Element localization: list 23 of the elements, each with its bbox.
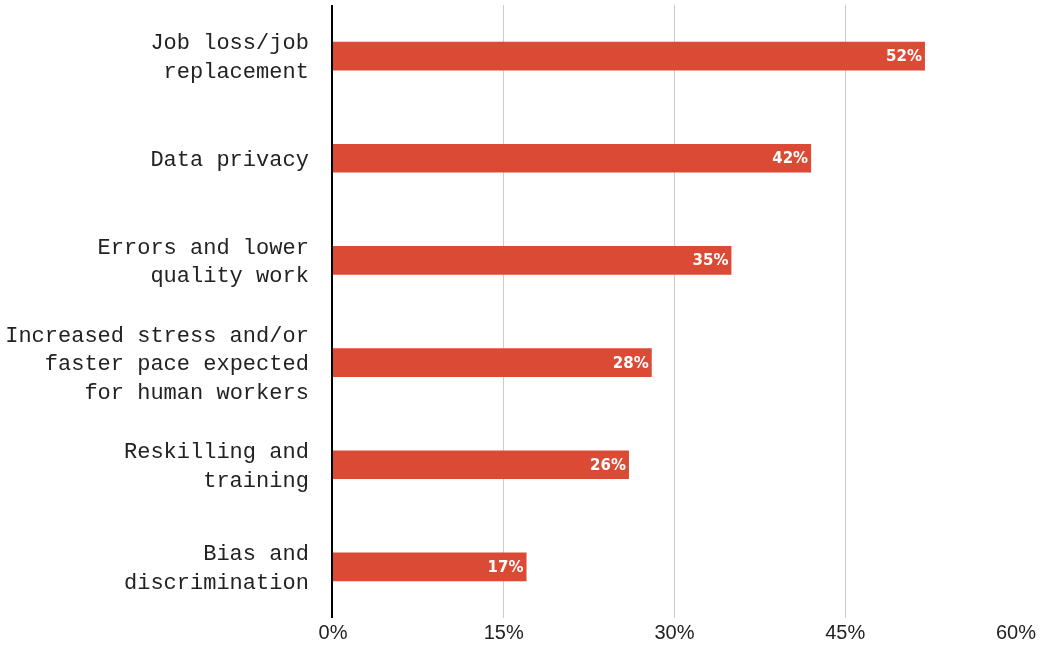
data-label: 17% — [487, 557, 524, 576]
y-tick-label: Bias and discrimination — [124, 542, 309, 596]
bar — [333, 246, 732, 275]
y-tick-label: Errors and lower quality work — [97, 235, 309, 290]
data-label: 42% — [772, 149, 809, 168]
bar — [333, 552, 527, 582]
x-tick-label: 45% — [825, 621, 866, 643]
y-tick-label: Data privacy — [150, 147, 309, 173]
y-tick-label: Increased stress and/or faster pace expected for human workers — [5, 323, 309, 406]
x-tick-label: 30% — [654, 621, 695, 643]
bar — [333, 41, 925, 71]
y-tick-label: Reskilling and training — [124, 440, 309, 494]
x-tick-label: 15% — [483, 621, 524, 643]
data-label: 26% — [590, 455, 626, 474]
x-tick-label: 0% — [318, 621, 348, 643]
bar — [333, 143, 812, 173]
y-tick-label: Job loss/job replacement — [150, 31, 309, 86]
x-tick-label: 60% — [995, 621, 1037, 643]
data-label: 52% — [886, 47, 922, 66]
bar — [333, 450, 629, 480]
bar — [333, 348, 652, 377]
data-label: 35% — [692, 251, 729, 270]
data-label: 28% — [612, 353, 649, 372]
